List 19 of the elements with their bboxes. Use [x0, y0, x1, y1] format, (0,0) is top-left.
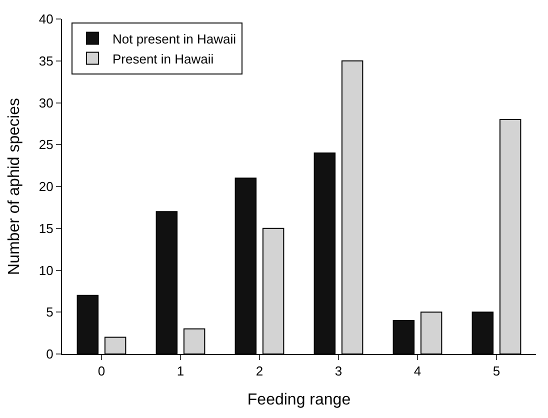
- x-tick-label: 3: [334, 364, 342, 379]
- y-tick-label: 5: [46, 304, 54, 320]
- x-axis-title: Feeding range: [247, 391, 351, 408]
- legend-label: Not present in Hawaii: [112, 31, 236, 46]
- y-axis-title: Number of aphid species: [6, 98, 23, 275]
- y-tick-label: 30: [38, 95, 54, 110]
- x-tick-label: 5: [492, 364, 500, 379]
- y-tick-label: 10: [38, 262, 54, 278]
- y-tick-label: 0: [46, 346, 54, 362]
- x-tick-label: 0: [98, 364, 106, 379]
- x-tick-label: 1: [176, 364, 184, 379]
- y-tick-label: 15: [38, 220, 54, 236]
- x-tick-label: 4: [414, 364, 422, 379]
- y-tick-label: 20: [38, 179, 54, 194]
- x-tick-label: 2: [256, 364, 264, 379]
- legend-label: Present in Hawaii: [112, 51, 214, 66]
- y-tick-label: 25: [38, 137, 54, 152]
- y-tick-label: 40: [38, 12, 54, 27]
- y-tick-label: 35: [38, 53, 54, 68]
